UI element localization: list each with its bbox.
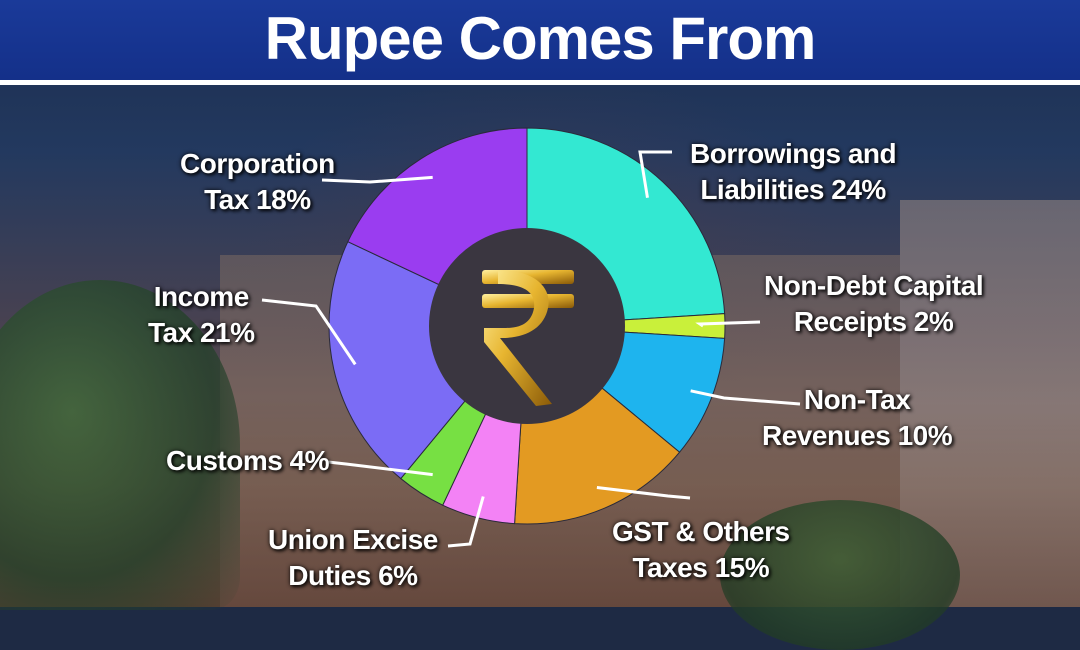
leader-line-non-debt-capital [695,320,761,328]
title-banner: Rupee Comes From [0,0,1080,85]
slice-label-non-tax-revenues: Non-Tax Revenues 10% [762,384,953,451]
rupee-symbol-icon [482,270,574,406]
leader-line-borrowings [638,150,672,198]
slice-label-income-tax: Income Tax 21% [148,281,255,348]
leader-line-income-tax [261,298,357,366]
leader-line-gst [596,486,691,500]
slice-label-customs: Customs 4% [166,445,330,476]
slice-label-corporation-tax: Corporation Tax 18% [180,148,335,215]
leader-line-union-excise [447,496,485,548]
background-tree-left [0,280,240,610]
slice-label-non-debt-capital: Non-Debt Capital Receipts 2% [764,270,984,337]
slice-label-borrowings: Borrowings and Liabilities 24% [690,138,897,205]
leader-line-non-tax-revenues [690,389,801,406]
slice-label-union-excise: Union Excise Duties 6% [268,524,438,591]
slice-income-tax [328,241,528,480]
leader-line-corporation-tax [321,175,433,184]
donut-chart [261,127,801,548]
slice-label-gst: GST & Others Taxes 15% [612,516,790,583]
leader-line-customs [327,460,433,477]
page-title: Rupee Comes From [264,5,817,72]
